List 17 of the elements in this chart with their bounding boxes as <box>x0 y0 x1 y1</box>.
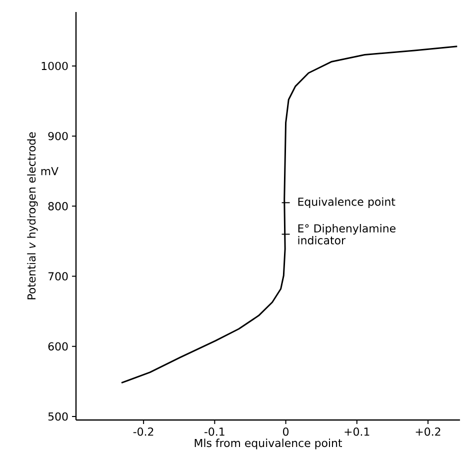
x-tick-label: +0.2 <box>416 428 440 436</box>
y-tick-label: 800 <box>48 202 68 210</box>
x-axis-title: Mls from equivalence point <box>195 438 342 450</box>
annotation: E° Diphenylamine indicator <box>298 224 396 244</box>
y-tick-label: 900 <box>48 132 68 140</box>
annotation: Equivalence point <box>298 197 396 208</box>
line-series <box>120 46 458 384</box>
x-tick-label: -0.1 <box>204 428 225 436</box>
x-tick-label: +0.1 <box>344 428 370 436</box>
x-tick-label: 0 <box>283 428 289 436</box>
text: mV <box>42 167 59 176</box>
y-tick-label: 1000 <box>42 62 68 70</box>
y-tick-label: 500 <box>48 412 68 421</box>
y-tick-label: 700 <box>48 272 68 280</box>
y-tick-label: 600 <box>48 342 68 351</box>
x-tick-label: -0.2 <box>134 428 154 436</box>
y-axis-title: Potential v hydrogen electrode <box>27 132 38 300</box>
